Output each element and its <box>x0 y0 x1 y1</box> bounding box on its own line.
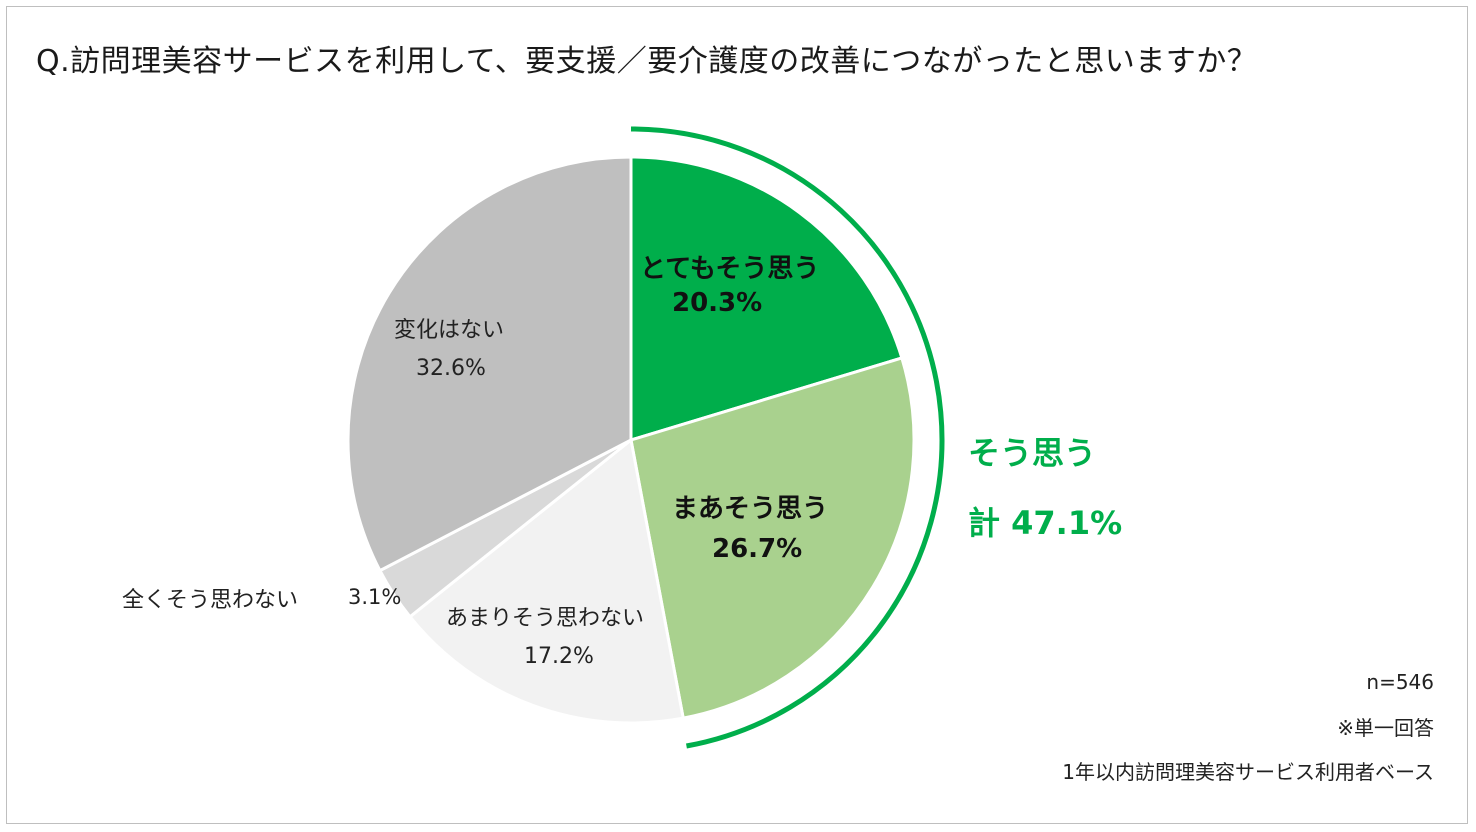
pie-slice-not-much <box>407 437 685 725</box>
slice-value-somewhat: 26.7% <box>712 534 803 564</box>
summary-label: そう思う <box>968 434 1097 472</box>
answer-type-note: ※単一回答 <box>1337 716 1434 740</box>
slice-value-not-at-all: 3.1% <box>348 585 402 609</box>
base-note: 1年以内訪問理美容サービス利用者ベース <box>1062 760 1434 784</box>
slice-value-very: 20.3% <box>672 288 763 318</box>
pie-slice-somewhat <box>629 356 916 720</box>
slice-label-no-change: 変化はない <box>394 318 505 343</box>
slice-label-very: とてもそう思う <box>640 254 820 284</box>
pie-slice-very <box>629 155 904 443</box>
pie-slice-no-change <box>346 155 633 573</box>
slice-label-somewhat: まあそう思う <box>672 494 829 524</box>
chart-title: Q.訪問理美容サービスを利用して、要支援／要介護度の改善につながったと思いますか… <box>36 44 1258 79</box>
slice-label-not-at-all: 全くそう思わない <box>122 588 299 613</box>
slice-value-no-change: 32.6% <box>416 356 486 381</box>
slice-label-not-much: あまりそう思わない <box>446 606 645 631</box>
summary-bracket-arc <box>630 126 945 749</box>
summary-total: 計 47.1% <box>968 504 1123 542</box>
slice-value-not-much: 17.2% <box>524 644 594 669</box>
sample-size-note: n=546 <box>1366 670 1434 694</box>
